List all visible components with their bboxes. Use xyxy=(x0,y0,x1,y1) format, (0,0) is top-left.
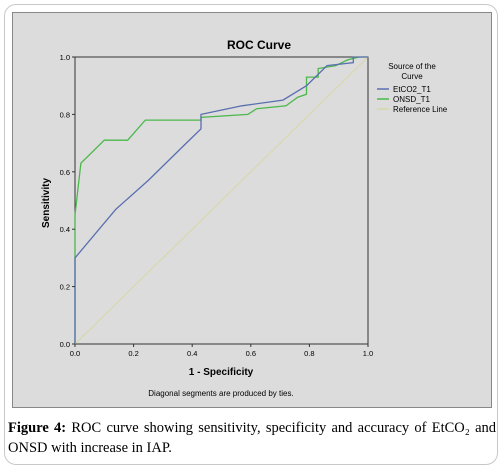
series-line-reference-line xyxy=(74,56,369,345)
x-axis-label: 1 - Specificity xyxy=(189,367,254,378)
legend-label: EtCO2_T1 xyxy=(393,85,431,94)
y-tick-label: 0.4 xyxy=(60,225,70,234)
x-tick-label: 0.4 xyxy=(187,349,197,358)
chart-panel: ROC Curve 0.0 0.2 0.4 0.6 0.8 1.0 0.0 0.2 0.4 0.6… xyxy=(12,12,492,408)
series-line-onsd-t1 xyxy=(74,56,368,344)
y-tick-label: 0.6 xyxy=(60,168,70,177)
figure-caption: Figure 4: ROC curve showing sensitivity,… xyxy=(8,418,496,458)
x-tick-label: 1.0 xyxy=(363,349,373,358)
chart-note: Diagonal segments are produced by ties. xyxy=(148,389,293,398)
tick-layer: 0.0 0.2 0.4 0.6 0.8 1.0 0.0 0.2 0.4 0.6 0.8 1.0 xyxy=(60,53,374,358)
roc-chart: ROC Curve 0.0 0.2 0.4 0.6 0.8 1.0 0.0 0.2 0.4 0.6… xyxy=(41,38,448,398)
series-layer xyxy=(74,56,369,345)
chart-title: ROC Curve xyxy=(227,38,291,52)
x-tick-label: 0.2 xyxy=(128,349,138,358)
y-tick-label: 0.0 xyxy=(60,340,70,349)
caption-text: ROC curve showing sensitivity, specifici… xyxy=(8,420,497,456)
x-tick-label: 0.6 xyxy=(246,349,256,358)
legend-label: ONSD_T1 xyxy=(393,95,430,104)
legend-title-line2: Curve xyxy=(401,72,423,81)
y-axis-label: Sensitivity xyxy=(41,178,52,228)
y-tick-label: 0.8 xyxy=(60,110,70,119)
y-tick-label: 0.2 xyxy=(60,283,70,292)
x-tick-label: 0.8 xyxy=(304,349,314,358)
y-tick-label: 1.0 xyxy=(60,53,70,62)
legend-title-line1: Source of the xyxy=(388,62,436,71)
caption-label: Figure 4: xyxy=(8,420,67,436)
x-tick-label: 0.0 xyxy=(70,349,80,358)
series-line-etco2-t1 xyxy=(74,56,368,344)
legend-label: Reference Line xyxy=(393,105,448,114)
